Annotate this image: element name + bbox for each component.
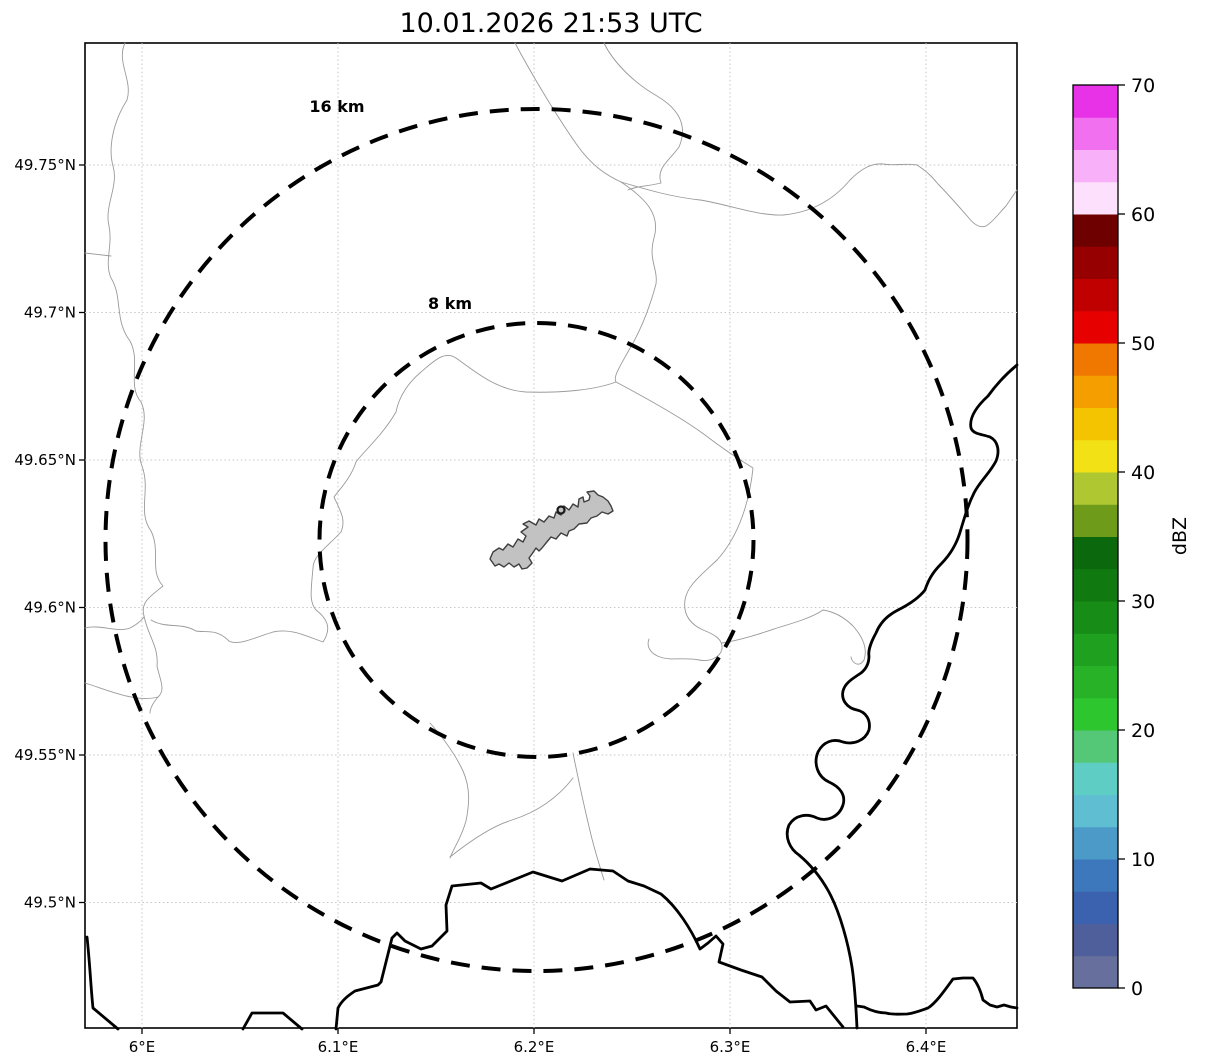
y-tick-label: 49.6°N: [24, 599, 76, 617]
colorbar-segment: [1073, 504, 1118, 537]
colorbar-tick-label: 0: [1131, 978, 1143, 1000]
colorbar-segment: [1073, 859, 1118, 892]
colorbar-ticks: [1118, 84, 1125, 989]
x-tick-label: 6.3°E: [710, 1038, 751, 1056]
x-tick-label: 6.2°E: [514, 1038, 555, 1056]
colorbar-segment: [1073, 472, 1118, 505]
x-tick-label: 6°E: [129, 1038, 156, 1056]
range-ring-8km: [317, 321, 756, 759]
colorbar-segment: [1073, 310, 1118, 344]
figure-title: 10.01.2026 21:53 UTC: [399, 8, 702, 39]
colorbar-tick-label: 20: [1131, 720, 1155, 742]
colorbar-segment: [1073, 826, 1118, 860]
colorbar: 0 10 20 30 40 50 60 70 dBZ: [1072, 75, 1191, 1000]
colorbar-segment: [1073, 117, 1118, 150]
country-border-lines: [85, 363, 1019, 1031]
colorbar-segment: [1073, 633, 1118, 666]
x-tick-label: 6.4°E: [906, 1038, 947, 1056]
colorbar-tick-label: 40: [1131, 462, 1155, 484]
colorbar-segment: [1073, 85, 1118, 118]
radar-site-marker: [556, 505, 566, 515]
colorbar-segment: [1073, 762, 1118, 795]
admin-boundary-lines: [84, 42, 1018, 881]
colorbar-segment: [1073, 343, 1118, 376]
colorbar-segment: [1073, 439, 1118, 473]
range-ring-16km: [103, 107, 970, 973]
colorbar-tick-label: 50: [1131, 333, 1155, 355]
y-tick-label: 49.75°N: [14, 156, 76, 174]
colorbar-segment: [1073, 278, 1118, 312]
colorbar-segment: [1073, 697, 1118, 731]
colorbar-segment: [1073, 214, 1118, 247]
colorbar-tick-label: 70: [1131, 75, 1155, 97]
colorbar-segment: [1073, 923, 1118, 957]
colorbar-segment: [1073, 955, 1118, 989]
colorbar-tick-label: 10: [1131, 849, 1155, 871]
range-rings: 16 km 8 km: [103, 97, 970, 973]
colorbar-segment: [1073, 665, 1118, 699]
city-boundary-polygon: [489, 490, 614, 570]
axis-ticks: [79, 164, 927, 1034]
colorbar-segments: [1073, 85, 1118, 989]
colorbar-segment: [1073, 794, 1118, 828]
range-ring-16km-label: 16 km: [309, 97, 364, 116]
colorbar-tick-label: 30: [1131, 591, 1155, 613]
y-tick-label: 49.5°N: [24, 894, 76, 912]
colorbar-segment: [1073, 149, 1118, 183]
colorbar-segment: [1073, 601, 1118, 634]
colorbar-segment: [1073, 246, 1118, 279]
colorbar-segment: [1073, 730, 1118, 763]
colorbar-segment: [1073, 891, 1118, 924]
y-tick-label: 49.7°N: [24, 304, 76, 322]
x-tick-label: 6.1°E: [318, 1038, 359, 1056]
colorbar-tick-labels: 0 10 20 30 40 50 60 70: [1131, 75, 1155, 1000]
y-tick-label: 49.65°N: [14, 451, 76, 469]
colorbar-tick-label: 60: [1131, 204, 1155, 226]
x-axis-tick-labels: 6°E 6.1°E 6.2°E 6.3°E 6.4°E: [129, 1038, 947, 1056]
range-ring-8km-label: 8 km: [428, 294, 472, 313]
colorbar-segment: [1073, 536, 1118, 570]
colorbar-axis-label: dBZ: [1169, 517, 1191, 555]
colorbar-frame: [1072, 84, 1119, 989]
y-axis-tick-labels: 49.75°N 49.7°N 49.65°N 49.6°N 49.55°N 49…: [14, 156, 76, 912]
colorbar-segment: [1073, 407, 1118, 441]
colorbar-segment: [1073, 375, 1118, 408]
y-tick-label: 49.55°N: [14, 746, 76, 764]
colorbar-segment: [1073, 568, 1118, 602]
colorbar-segment: [1073, 181, 1118, 215]
